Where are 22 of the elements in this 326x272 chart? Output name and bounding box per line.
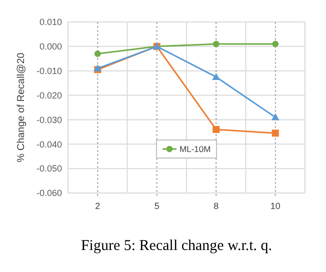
point [272,130,279,137]
x-tick-label: 10 [270,201,280,211]
y-tick-label: 0.010 [39,17,62,28]
y-tick-label: -0.040 [36,139,62,150]
caption: Figure 5: Recall change w.r.t. q. [80,238,272,254]
y-tick-label: -0.050 [36,164,62,174]
y-tick-label: -0.030 [36,114,62,125]
point [271,113,280,120]
legend-label: ML-10M [180,144,211,154]
point [212,72,220,80]
x-tick-label: 2 [95,201,100,211]
y-axis-title: % Change of Recall@20 [16,52,27,162]
point [212,126,220,133]
x-tick-label: 5 [154,201,160,211]
x-tick-label: 8 [214,201,219,211]
y-tick-label: -0.060 [36,188,62,198]
point [94,50,101,57]
y-tick-label: 0.000 [39,42,62,52]
point [212,40,220,48]
y-tick-label: -0.010 [36,66,62,76]
point [272,40,279,48]
y-tick-label: -0.020 [36,90,62,100]
